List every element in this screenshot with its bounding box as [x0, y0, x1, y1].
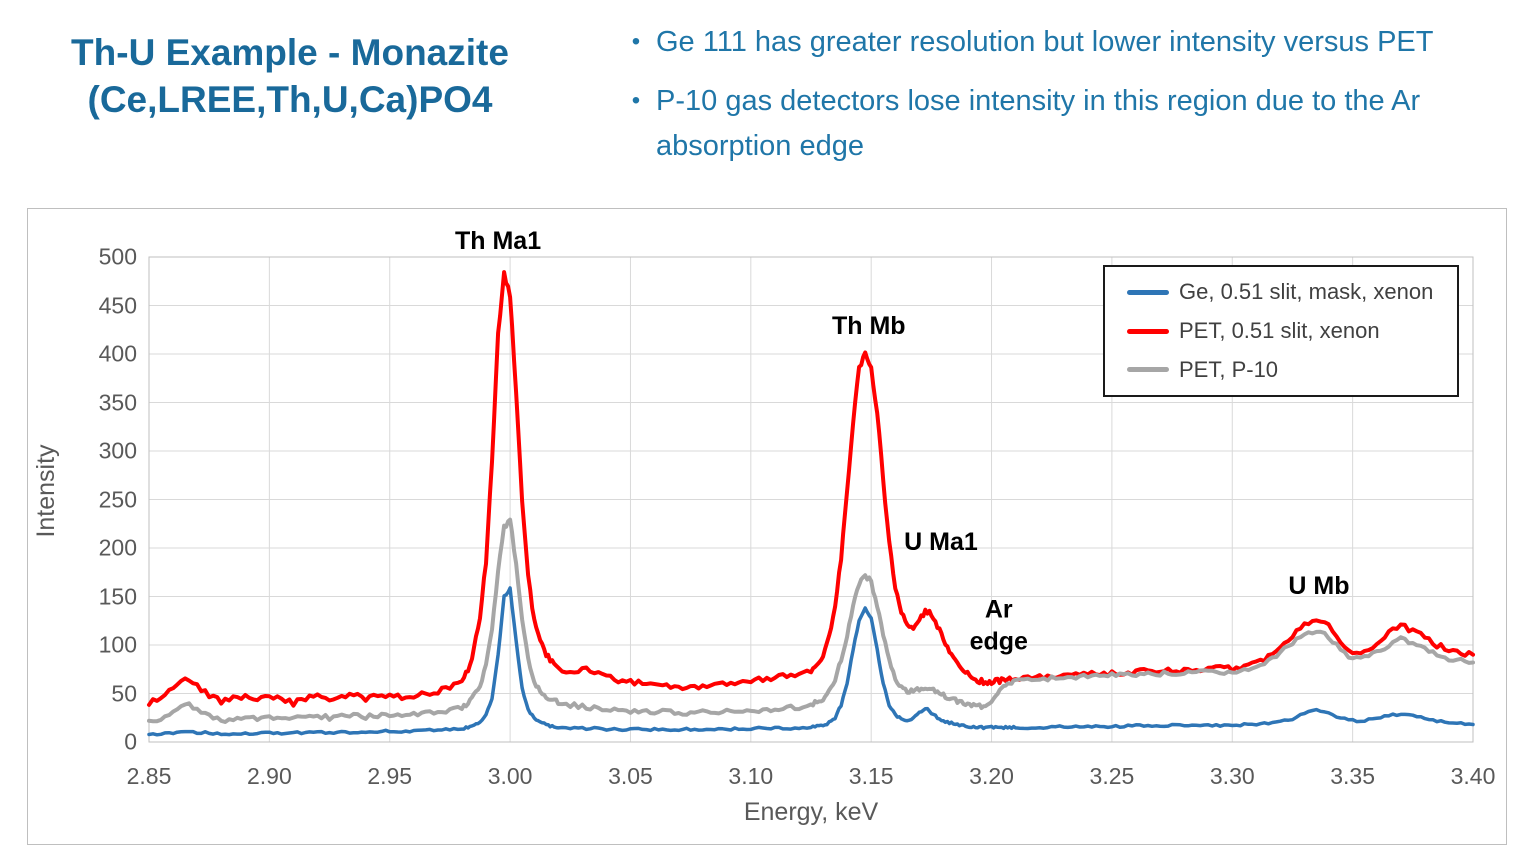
annotation-u-mb: U Mb: [1288, 571, 1350, 600]
y-tick-label: 50: [111, 680, 137, 706]
bullet-text: Ge 111 has greater resolution but lower …: [656, 26, 1434, 58]
slide-title-line2: (Ce,LREE,Th,U,Ca)PO4: [87, 78, 493, 120]
annotation-u-ma1: U Ma1: [904, 527, 978, 556]
annotation-th-ma1: Th Ma1: [454, 227, 542, 256]
bullet-item: • Ge 111 has greater resolution but lower…: [616, 20, 1496, 65]
x-tick-label: 3.15: [848, 763, 894, 789]
x-tick-label: 2.85: [126, 763, 172, 789]
legend-entry: Ge, 0.51 slit, mask, xenon: [1127, 273, 1449, 312]
x-tick-label: 3.20: [969, 763, 1014, 789]
bullet-icon: •: [631, 86, 641, 114]
y-tick-label: 350: [98, 389, 137, 415]
x-tick-label: 2.90: [246, 763, 292, 789]
chart-legend: Ge, 0.51 slit, mask, xenon PET, 0.51 slit…: [1103, 265, 1459, 397]
plot-border: [148, 256, 1474, 743]
x-tick-label: 3.00: [487, 763, 533, 789]
annotation-th-mb: Th Mb: [831, 311, 906, 340]
bullet-text: P-10 gas detectors lose intensity in thi…: [656, 84, 1421, 162]
x-tick-label: 2.95: [367, 763, 413, 789]
legend-line-swatch: [1127, 289, 1169, 295]
y-tick-label: 200: [98, 534, 137, 561]
legend-label: Ge, 0.51 slit, mask, xenon: [1179, 279, 1434, 305]
y-tick-label: 100: [98, 631, 137, 658]
bullet-icon: •: [631, 28, 641, 55]
y-tick-label: 400: [98, 340, 137, 367]
legend-line-swatch: [1127, 367, 1169, 373]
series-line-pet-p-10: [147, 517, 1475, 724]
x-tick-label: 3.35: [1330, 763, 1376, 789]
legend-entry: PET, 0.51 slit, xenon: [1127, 312, 1449, 351]
x-axis-title: Energy, keV: [743, 798, 879, 826]
bullet-item: • P-10 gas detectors lose intensity in th…: [616, 79, 1496, 169]
y-tick-label: 150: [98, 583, 137, 609]
y-tick-label: 500: [98, 243, 137, 270]
legend-label: PET, P-10: [1179, 356, 1279, 382]
legend-entry: PET, P-10: [1127, 350, 1449, 389]
y-tick-label: 0: [124, 728, 137, 755]
y-tick-label: 250: [98, 486, 137, 512]
x-tick-label: 3.40: [1450, 763, 1496, 789]
x-tick-label: 3.05: [608, 763, 653, 789]
annotation-ar-edge: Ar edge: [969, 595, 1028, 656]
spectra-chart: Intensity Energy, keV Ge, 0.51 slit, mas…: [27, 208, 1507, 845]
bullet-list: • Ge 111 has greater resolution but lower…: [616, 20, 1496, 183]
legend-line-swatch: [1127, 328, 1169, 334]
slide-title: Th-U Example - Monazite (Ce,LREE,Th,U,Ca…: [16, 30, 564, 123]
slide-title-line1: Th-U Example - Monazite: [71, 32, 509, 73]
series-line-ge-0-51-slit-mask-xenon: [147, 586, 1475, 737]
x-tick-label: 3.30: [1209, 763, 1255, 789]
plot-canvas: [147, 256, 1475, 743]
y-tick-label: 300: [98, 437, 137, 464]
legend-label: PET, 0.51 slit, xenon: [1179, 318, 1380, 343]
y-tick-label: 450: [98, 292, 137, 318]
x-tick-label: 3.25: [1089, 763, 1135, 789]
x-tick-label: 3.10: [728, 763, 774, 789]
